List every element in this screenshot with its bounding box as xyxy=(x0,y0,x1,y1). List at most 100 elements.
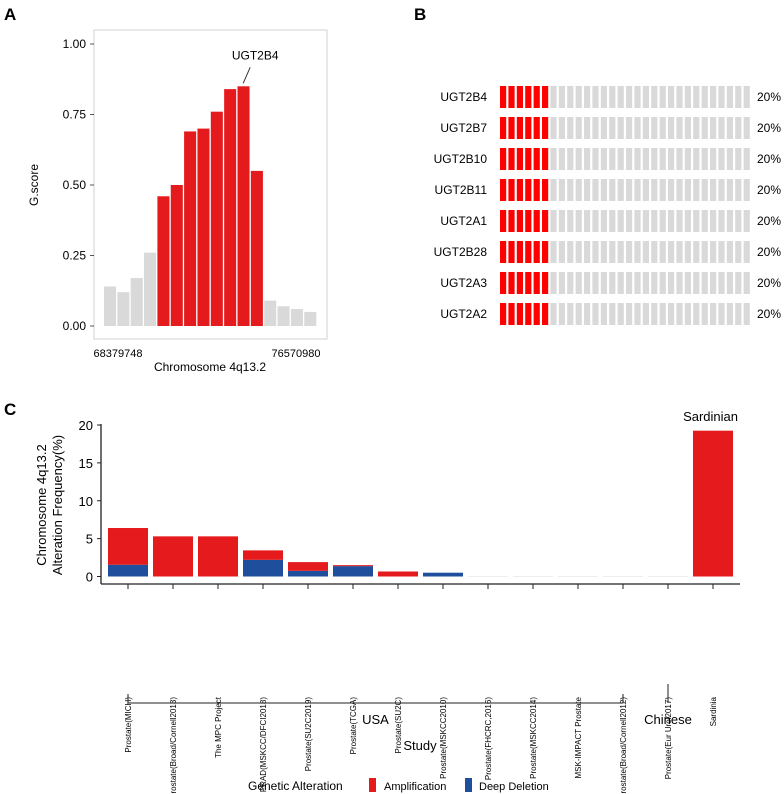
unaltered-sample-cell xyxy=(567,210,574,232)
unaltered-sample-cell xyxy=(550,210,557,232)
panel-a-ylabel: G.score xyxy=(27,164,41,206)
altered-sample-cell xyxy=(525,86,532,108)
unaltered-sample-cell xyxy=(575,148,582,170)
altered-sample-cell xyxy=(516,179,523,201)
unaltered-sample-cell xyxy=(642,117,649,139)
altered-sample-cell xyxy=(542,148,549,170)
unaltered-sample-cell xyxy=(726,303,733,325)
altered-sample-cell xyxy=(500,179,507,201)
altered-sample-cell xyxy=(542,303,549,325)
bar-segment-deep-deletion xyxy=(108,564,148,577)
unaltered-sample-cell xyxy=(592,272,599,294)
study-label: Prostate(Broad/Cornell2012) xyxy=(619,697,628,794)
unaltered-sample-cell xyxy=(668,148,675,170)
gene-label: UGT2A2 xyxy=(440,307,487,321)
unaltered-sample-cell xyxy=(701,210,708,232)
altered-sample-cell xyxy=(533,86,540,108)
altered-sample-cell xyxy=(508,210,515,232)
altered-sample-cell xyxy=(542,86,549,108)
panel-a-bar xyxy=(117,292,130,326)
altered-sample-cell xyxy=(542,272,549,294)
altered-sample-cell xyxy=(542,117,549,139)
unaltered-sample-cell xyxy=(668,210,675,232)
panel-a-ytick-label: 0.00 xyxy=(63,319,87,333)
unaltered-sample-cell xyxy=(693,241,700,263)
unaltered-sample-cell xyxy=(634,117,641,139)
unaltered-sample-cell xyxy=(567,303,574,325)
unaltered-sample-cell xyxy=(575,210,582,232)
altered-sample-cell xyxy=(533,210,540,232)
unaltered-sample-cell xyxy=(567,148,574,170)
unaltered-sample-cell xyxy=(693,148,700,170)
unaltered-sample-cell xyxy=(659,272,666,294)
unaltered-sample-cell xyxy=(710,272,717,294)
alteration-percent: 20% xyxy=(757,214,781,228)
unaltered-sample-cell xyxy=(609,210,616,232)
altered-sample-cell xyxy=(525,272,532,294)
unaltered-sample-cell xyxy=(743,117,750,139)
unaltered-sample-cell xyxy=(584,179,591,201)
unaltered-sample-cell xyxy=(550,86,557,108)
unaltered-sample-cell xyxy=(634,86,641,108)
unaltered-sample-cell xyxy=(684,241,691,263)
altered-sample-cell xyxy=(516,117,523,139)
panel-c-ylabel-line1: Chromosome 4q13.2 xyxy=(34,444,49,565)
altered-sample-cell xyxy=(516,241,523,263)
unaltered-sample-cell xyxy=(617,148,624,170)
unaltered-sample-cell xyxy=(550,148,557,170)
panel-a-ytick-label: 0.50 xyxy=(63,178,87,192)
unaltered-sample-cell xyxy=(743,179,750,201)
unaltered-sample-cell xyxy=(617,117,624,139)
unaltered-sample-cell xyxy=(558,148,565,170)
unaltered-sample-cell xyxy=(684,117,691,139)
unaltered-sample-cell xyxy=(600,148,607,170)
unaltered-sample-cell xyxy=(617,272,624,294)
altered-sample-cell xyxy=(525,303,532,325)
altered-sample-cell xyxy=(500,210,507,232)
unaltered-sample-cell xyxy=(701,179,708,201)
unaltered-sample-cell xyxy=(634,272,641,294)
unaltered-sample-cell xyxy=(684,210,691,232)
unaltered-sample-cell xyxy=(718,241,725,263)
unaltered-sample-cell xyxy=(592,303,599,325)
altered-sample-cell xyxy=(500,303,507,325)
unaltered-sample-cell xyxy=(609,86,616,108)
unaltered-sample-cell xyxy=(668,86,675,108)
study-label: Prostate(MICH) xyxy=(124,697,133,753)
panel-c-ylabel-line2: Alteration Frequency(%) xyxy=(50,435,65,575)
panel-c-ytick-label: 10 xyxy=(79,494,93,509)
altered-sample-cell xyxy=(508,117,515,139)
altered-sample-cell xyxy=(542,179,549,201)
legend-swatch-deep-deletion xyxy=(465,778,472,792)
altered-sample-cell xyxy=(500,86,507,108)
panel-a-bar xyxy=(290,309,303,326)
unaltered-sample-cell xyxy=(693,210,700,232)
unaltered-sample-cell xyxy=(735,117,742,139)
gene-label: UGT2B10 xyxy=(434,152,488,166)
unaltered-sample-cell xyxy=(718,148,725,170)
unaltered-sample-cell xyxy=(651,148,658,170)
unaltered-sample-cell xyxy=(584,117,591,139)
alteration-percent: 20% xyxy=(757,276,781,290)
unaltered-sample-cell xyxy=(726,148,733,170)
gene-label: UGT2B28 xyxy=(434,245,488,259)
gene-label: UGT2B7 xyxy=(440,121,487,135)
unaltered-sample-cell xyxy=(718,303,725,325)
altered-sample-cell xyxy=(525,210,532,232)
panel-a-bar xyxy=(184,131,197,326)
unaltered-sample-cell xyxy=(718,179,725,201)
unaltered-sample-cell xyxy=(726,179,733,201)
group-label: Chinese xyxy=(644,712,692,727)
unaltered-sample-cell xyxy=(550,241,557,263)
unaltered-sample-cell xyxy=(710,210,717,232)
unaltered-sample-cell xyxy=(550,117,557,139)
panel-a-bar xyxy=(210,111,223,327)
unaltered-sample-cell xyxy=(592,148,599,170)
unaltered-sample-cell xyxy=(626,86,633,108)
panel-label-a: A xyxy=(4,5,16,24)
unaltered-sample-cell xyxy=(642,272,649,294)
study-label: Prostate(SU2C2019) xyxy=(304,697,313,772)
bar-segment-deep-deletion xyxy=(288,570,328,577)
bar-segment-amplification xyxy=(693,430,733,577)
